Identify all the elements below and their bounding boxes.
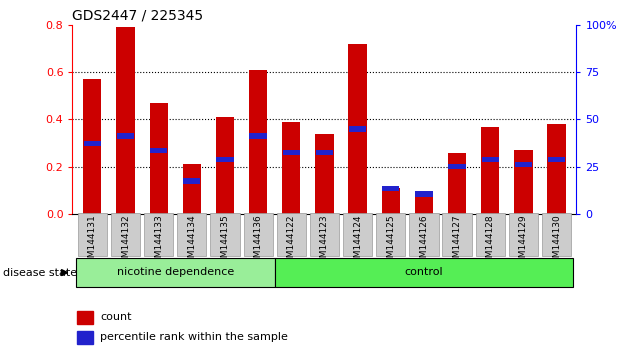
Text: GSM144136: GSM144136 bbox=[254, 214, 263, 269]
FancyBboxPatch shape bbox=[509, 213, 538, 256]
Bar bbox=[415, 193, 433, 214]
Bar bbox=[481, 157, 499, 162]
Text: GSM144122: GSM144122 bbox=[287, 214, 296, 269]
Text: GSM144123: GSM144123 bbox=[320, 214, 329, 269]
Text: GSM144127: GSM144127 bbox=[452, 214, 462, 269]
FancyBboxPatch shape bbox=[177, 213, 207, 256]
Bar bbox=[77, 311, 93, 324]
Bar bbox=[84, 141, 101, 146]
Bar bbox=[249, 70, 267, 214]
FancyBboxPatch shape bbox=[542, 213, 571, 256]
Bar bbox=[283, 150, 300, 155]
Text: GSM144135: GSM144135 bbox=[220, 214, 229, 269]
Text: count: count bbox=[100, 312, 132, 322]
Bar bbox=[282, 122, 301, 214]
FancyBboxPatch shape bbox=[410, 213, 438, 256]
Text: GSM144131: GSM144131 bbox=[88, 214, 97, 269]
FancyBboxPatch shape bbox=[144, 213, 173, 256]
Bar bbox=[149, 103, 168, 214]
Text: GSM144124: GSM144124 bbox=[353, 214, 362, 269]
Bar bbox=[382, 185, 399, 191]
Bar bbox=[548, 157, 565, 162]
Bar bbox=[216, 157, 234, 162]
Bar bbox=[382, 188, 400, 214]
FancyBboxPatch shape bbox=[343, 213, 372, 256]
FancyBboxPatch shape bbox=[244, 213, 273, 256]
Bar bbox=[349, 126, 366, 132]
Bar bbox=[316, 150, 333, 155]
Bar bbox=[515, 162, 532, 167]
FancyBboxPatch shape bbox=[210, 213, 239, 256]
Text: GSM144132: GSM144132 bbox=[121, 214, 130, 269]
Text: GDS2447 / 225345: GDS2447 / 225345 bbox=[72, 9, 203, 23]
Text: GSM144128: GSM144128 bbox=[486, 214, 495, 269]
Bar bbox=[216, 117, 234, 214]
Bar bbox=[448, 153, 466, 214]
Bar bbox=[183, 165, 201, 214]
FancyBboxPatch shape bbox=[476, 213, 505, 256]
Bar bbox=[150, 148, 168, 153]
Text: GSM144130: GSM144130 bbox=[552, 214, 561, 269]
FancyBboxPatch shape bbox=[111, 213, 140, 256]
FancyBboxPatch shape bbox=[77, 213, 107, 256]
Bar bbox=[183, 178, 200, 184]
FancyBboxPatch shape bbox=[376, 213, 405, 256]
Bar bbox=[547, 124, 566, 214]
Bar bbox=[348, 44, 367, 214]
Text: GSM144126: GSM144126 bbox=[420, 214, 428, 269]
Text: nicotine dependence: nicotine dependence bbox=[117, 267, 234, 277]
Text: control: control bbox=[404, 267, 444, 277]
Bar bbox=[117, 133, 134, 139]
Text: percentile rank within the sample: percentile rank within the sample bbox=[100, 332, 288, 342]
FancyBboxPatch shape bbox=[442, 213, 472, 256]
Text: GSM144129: GSM144129 bbox=[519, 214, 528, 269]
Bar bbox=[76, 258, 275, 287]
Bar bbox=[415, 192, 433, 197]
Bar bbox=[316, 134, 333, 214]
FancyBboxPatch shape bbox=[310, 213, 339, 256]
FancyBboxPatch shape bbox=[277, 213, 306, 256]
Bar bbox=[514, 150, 532, 214]
Text: disease state: disease state bbox=[3, 268, 77, 278]
Bar bbox=[117, 27, 135, 214]
Bar bbox=[77, 331, 93, 343]
Bar bbox=[449, 164, 466, 170]
Text: GSM144134: GSM144134 bbox=[187, 214, 197, 269]
Bar bbox=[481, 127, 500, 214]
Bar bbox=[83, 79, 101, 214]
Bar bbox=[275, 258, 573, 287]
Text: GSM144133: GSM144133 bbox=[154, 214, 163, 269]
Text: GSM144125: GSM144125 bbox=[386, 214, 395, 269]
Bar bbox=[249, 133, 266, 139]
